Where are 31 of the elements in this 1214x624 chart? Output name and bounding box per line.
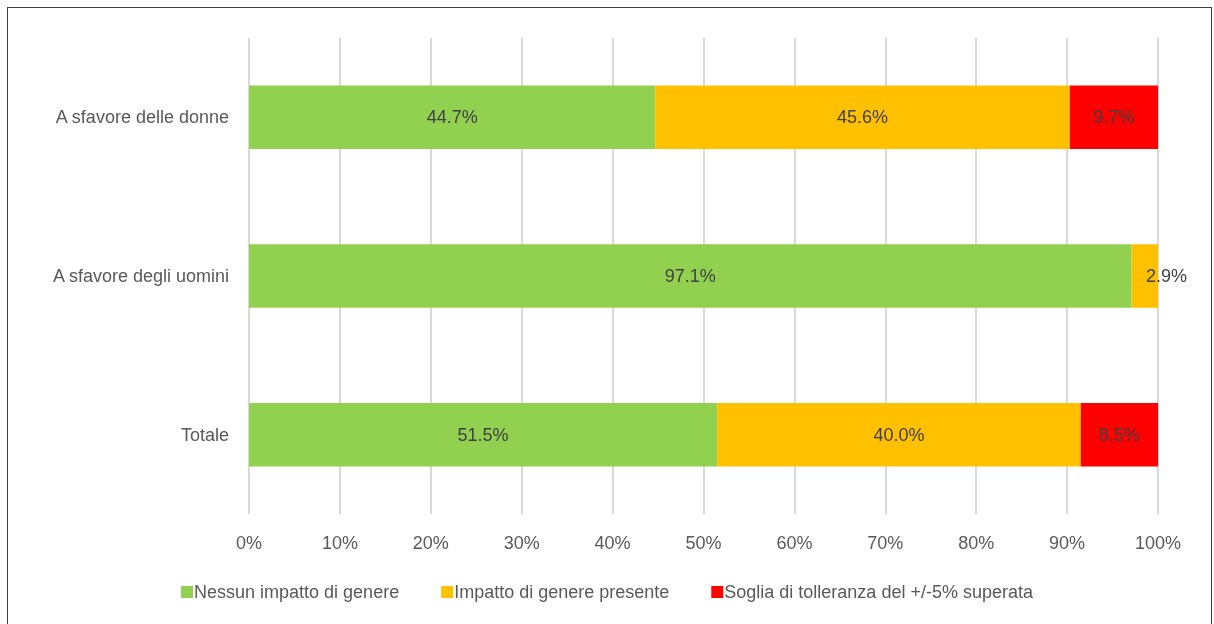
x-tick-label: 30% [503, 533, 540, 553]
bar [1069, 85, 1158, 150]
data-label: 51.5% [457, 424, 509, 445]
x-tick-label: 0% [235, 533, 263, 553]
bar [249, 244, 1132, 308]
y-tick-label: A sfavore degli uomini [52, 266, 229, 286]
bar [249, 402, 718, 467]
bar [717, 402, 1081, 467]
bar [249, 85, 656, 150]
x-tick-label: 60% [776, 533, 813, 553]
y-tick-label: A sfavore delle donne [55, 107, 229, 128]
data-label: 45.6% [837, 107, 889, 128]
data-label: 40.0% [873, 424, 925, 445]
legend-label: Impatto di genere presente [454, 582, 670, 602]
x-tick-label: 90% [1049, 533, 1086, 553]
bar [655, 85, 1070, 150]
bar [1080, 402, 1158, 467]
data-label: 97.1% [664, 266, 716, 286]
x-tick-label: 20% [412, 533, 449, 553]
x-tick-label: 80% [958, 533, 995, 553]
data-label: 8.5% [1098, 424, 1140, 445]
x-tick-label: 100% [1134, 533, 1182, 553]
data-label: 9.7% [1093, 107, 1135, 128]
x-tick-label: 40% [594, 533, 631, 553]
legend-label: Soglia di tolleranza del +/-5% superata [724, 582, 1034, 602]
data-label: 44.7% [426, 107, 478, 128]
x-tick-label: 70% [867, 533, 904, 553]
x-tick-label: 10% [321, 533, 358, 553]
x-tick-label: 50% [685, 533, 722, 553]
y-tick-label: Totale [180, 424, 229, 445]
legend-label: Nessun impatto di genere [194, 582, 400, 602]
